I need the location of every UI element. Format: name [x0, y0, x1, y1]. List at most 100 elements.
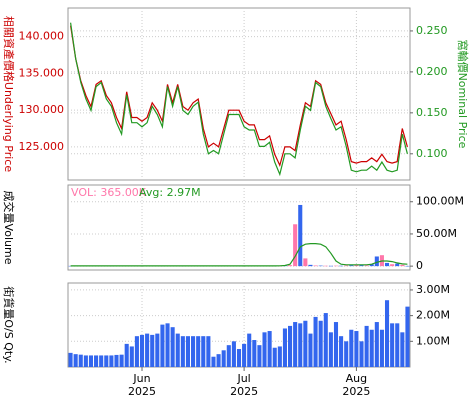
bar [354, 331, 359, 367]
bar [318, 320, 323, 367]
bar [242, 343, 247, 367]
bar [369, 329, 374, 367]
y2-tick-label: 100.00M [416, 195, 464, 208]
y-tick-label: 140.000 [19, 30, 65, 43]
bar [293, 322, 298, 367]
bar [303, 258, 308, 267]
bar [94, 355, 99, 367]
y-tick-label: 125.000 [19, 140, 65, 153]
line [70, 25, 408, 168]
bar [384, 300, 390, 367]
bar [344, 265, 349, 267]
x-tick-label: Jul 2025 [230, 372, 258, 398]
bar [384, 262, 390, 267]
bar [155, 333, 160, 367]
bar [73, 354, 78, 367]
bar [333, 322, 339, 367]
bar [124, 343, 129, 367]
legend-entry: Avg: 2.97M [139, 186, 201, 199]
bar [83, 355, 88, 367]
bar [323, 265, 328, 267]
y-axis-label: 街貨量O/S Qty. [2, 286, 16, 363]
bar [344, 341, 349, 367]
bar [333, 265, 339, 267]
bar [390, 323, 395, 367]
x-tick-label: Aug 2025 [342, 372, 370, 398]
bar [323, 313, 328, 367]
bar [262, 332, 267, 367]
y-axis-label: 相關資產價格Underlying Price [2, 16, 16, 172]
bar [221, 350, 226, 367]
y2-tick-label: 0.100 [416, 147, 448, 160]
bar [68, 352, 73, 367]
bar [78, 354, 83, 367]
bar [405, 306, 410, 367]
bar [252, 340, 257, 367]
bar [180, 336, 185, 367]
bar [134, 336, 139, 367]
x-tick-label-line: Aug [346, 372, 367, 385]
y2-tick-label: 2.00M [416, 309, 450, 322]
line [70, 243, 408, 267]
bar [191, 336, 196, 367]
bar [400, 332, 405, 367]
y2-axis-label: 窩輪價Nominal Price [456, 40, 470, 149]
y2-tick-label: 0.150 [416, 106, 448, 119]
x-tick-label-line: Jul [236, 372, 250, 385]
bar [374, 322, 379, 367]
bar [298, 323, 303, 367]
bar [349, 265, 354, 267]
bar [114, 354, 119, 367]
x-tick-label-line: 2025 [230, 385, 258, 398]
line [70, 22, 408, 177]
bar [282, 328, 287, 367]
bar [328, 265, 333, 267]
bar [211, 356, 216, 367]
x-tick-label-line: Jun [132, 372, 150, 385]
bar [328, 332, 333, 367]
y-tick-label: 130.000 [19, 103, 65, 116]
bar [298, 204, 303, 267]
bar [395, 263, 400, 267]
legend-entry: VOL: 365.00K [71, 186, 147, 199]
bar [272, 347, 277, 367]
bar [119, 354, 124, 367]
bar [318, 265, 323, 267]
bar [206, 336, 211, 367]
y2-tick-label: 0.200 [416, 65, 448, 78]
bar [288, 325, 293, 367]
bar [88, 355, 94, 367]
bar [390, 264, 395, 267]
bar [364, 325, 369, 367]
bar [145, 333, 150, 367]
bar [236, 349, 242, 367]
y2-tick-label: 3.00M [416, 283, 450, 296]
bar [293, 224, 298, 267]
bar [201, 336, 206, 367]
bar [104, 355, 109, 367]
bar [257, 345, 262, 367]
bar [247, 333, 252, 367]
bar [364, 265, 369, 267]
bar [109, 355, 114, 367]
x-tick-label-line: 2025 [128, 385, 156, 398]
x-tick-label: Jun 2025 [128, 372, 156, 398]
bar [288, 265, 293, 267]
y2-tick-label: 0 [416, 259, 423, 272]
bar [400, 264, 405, 267]
bar [313, 265, 318, 267]
bar [170, 327, 175, 367]
y-tick-label: 135.000 [19, 66, 65, 79]
bar [175, 333, 180, 367]
bar [405, 265, 410, 267]
bar [150, 334, 155, 367]
bar [359, 341, 364, 367]
bar [68, 265, 73, 267]
plot-area [67, 184, 411, 271]
bar [395, 323, 400, 367]
bar [160, 324, 165, 367]
bar [313, 316, 318, 367]
bar [339, 336, 344, 367]
bar [308, 264, 313, 267]
